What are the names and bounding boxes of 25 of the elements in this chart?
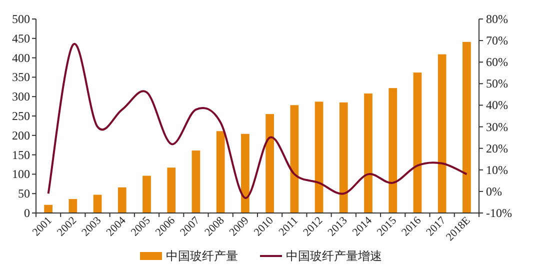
- x-tick-label: 2011: [276, 214, 301, 238]
- y2-tick-label: 20%: [486, 141, 508, 156]
- y2-tick-label: 70%: [486, 34, 508, 48]
- y2-tick-label: 60%: [486, 55, 508, 70]
- y2-tick-label: -10%: [486, 206, 512, 220]
- y-tick-label: 250: [12, 109, 30, 123]
- legend-label: 中国玻纤产量增速: [286, 249, 382, 263]
- y2-tick-label: 40%: [486, 98, 508, 112]
- y-tick-label: 300: [12, 90, 30, 104]
- y2-tick-label: 50%: [486, 76, 508, 91]
- y-tick-label: 400: [12, 50, 30, 65]
- y-tick-label: 50: [18, 186, 30, 201]
- y2-tick-label: 10%: [486, 162, 508, 177]
- y-tick-label: 0: [24, 206, 30, 220]
- y-tick-label: 350: [12, 70, 30, 84]
- y-tick-label: 100: [12, 167, 30, 182]
- legend-label: 中国玻纤产量: [166, 249, 238, 263]
- y-tick-label: 450: [12, 31, 30, 46]
- y-tick-label: 500: [12, 12, 30, 26]
- x-tick-label: 2001: [30, 214, 54, 239]
- y2-tick-label: 0%: [486, 184, 502, 198]
- y2-tick-label: 80%: [486, 12, 508, 26]
- y-tick-label: 200: [12, 128, 30, 142]
- y2-tick-label: 30%: [486, 120, 508, 134]
- y-tick-label: 150: [12, 148, 30, 162]
